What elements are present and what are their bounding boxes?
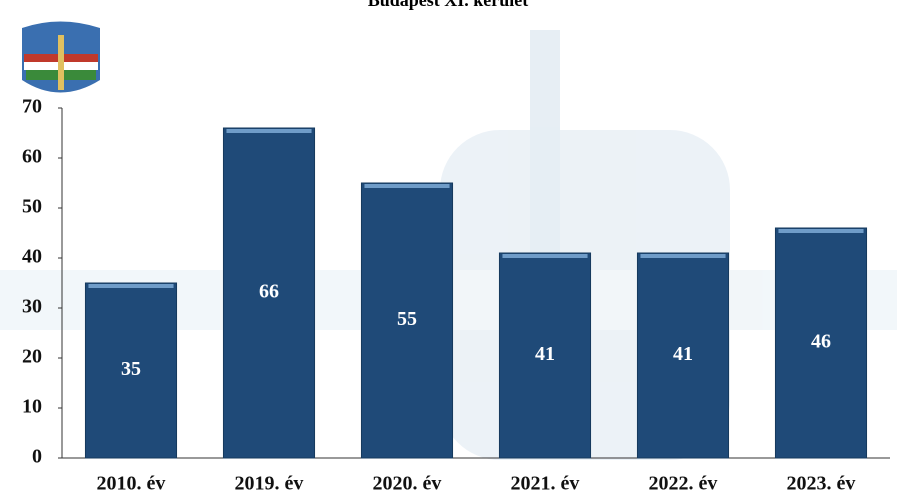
- bar: [84, 282, 178, 459]
- y-tick-label: 40: [22, 246, 42, 268]
- bar-highlight: [640, 254, 726, 258]
- x-tick-label: 2019. év: [235, 473, 304, 495]
- bar: [774, 227, 868, 459]
- y-tick-label: 10: [22, 396, 42, 418]
- y-tick-label: 50: [22, 196, 42, 218]
- bar-highlight: [364, 184, 450, 188]
- bar: [636, 252, 730, 459]
- bar-highlight: [502, 254, 588, 258]
- value-label: 55: [397, 308, 417, 330]
- x-tick-label: 2023. év: [787, 473, 856, 495]
- x-tick-label: 2022. év: [649, 473, 718, 495]
- bar: [360, 182, 454, 459]
- y-tick-label: 70: [22, 96, 42, 118]
- bar-highlight: [226, 129, 312, 133]
- x-tick-label: 2020. év: [373, 473, 442, 495]
- chart-title: Budapest XI. kerület: [368, 0, 529, 10]
- bar-highlight: [778, 229, 864, 233]
- bar-highlight: [88, 284, 174, 288]
- logo: [22, 21, 100, 93]
- y-tick-label: 0: [32, 446, 42, 468]
- y-tick-label: 60: [22, 146, 42, 168]
- x-tick-label: 2021. év: [511, 473, 580, 495]
- value-label: 35: [121, 358, 141, 380]
- x-tick-label: 2010. év: [97, 473, 166, 495]
- value-label: 41: [673, 343, 693, 365]
- y-tick-label: 30: [22, 296, 42, 318]
- bar: [222, 127, 316, 459]
- value-label: 46: [811, 331, 831, 353]
- bar: [498, 252, 592, 459]
- y-tick-label: 20: [22, 346, 42, 368]
- value-label: 66: [259, 281, 279, 303]
- value-label: 41: [535, 343, 555, 365]
